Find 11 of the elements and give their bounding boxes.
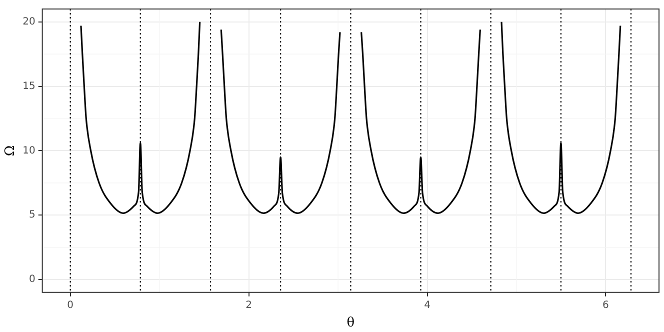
y-tick-label: 10 [22,145,36,156]
x-axis-title: θ [346,316,355,331]
y-tick-label: 0 [28,274,36,286]
x-tick-label: 2 [246,300,252,311]
x-tick-label: 6 [602,300,609,311]
x-tick-label: 0 [67,300,74,311]
y-tick-label: 15 [22,80,36,92]
x-tick-label: 4 [424,300,430,311]
y-axis-title: Ω [3,145,18,156]
y-tick-label: 20 [22,16,36,28]
y-tick-label: 5 [28,210,36,221]
